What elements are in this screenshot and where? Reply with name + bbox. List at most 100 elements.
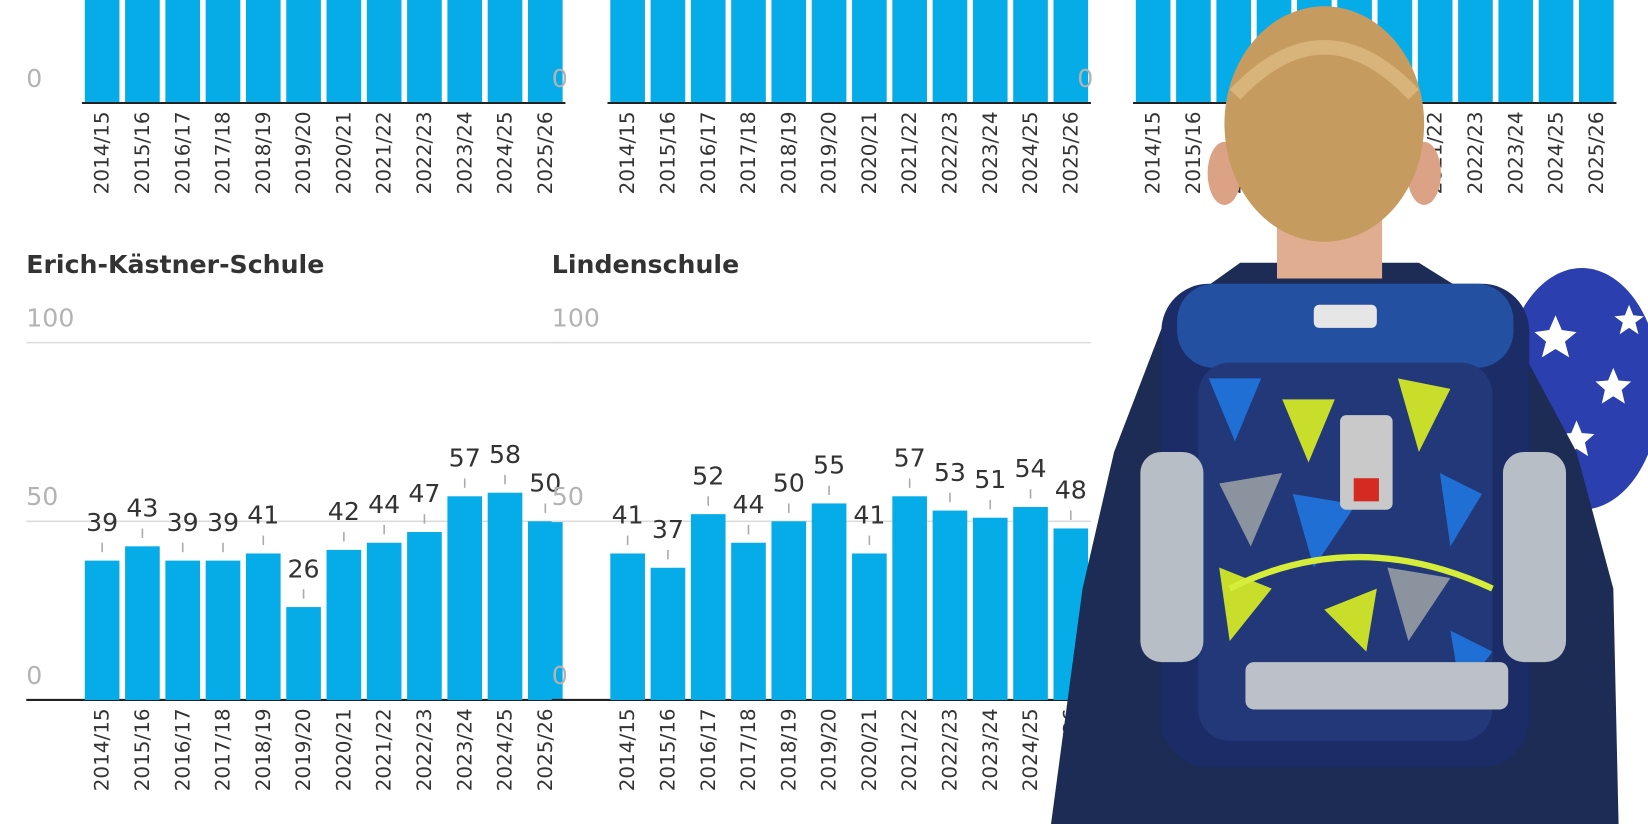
bar	[1013, 507, 1048, 700]
value-label: 43	[126, 494, 158, 523]
y-tick-label: 0	[552, 661, 568, 690]
bar-cropped	[407, 0, 442, 102]
bar	[690, 514, 726, 700]
value-label: 57	[894, 444, 926, 473]
bar-cropped	[84, 0, 120, 102]
bar-cropped	[1417, 0, 1453, 102]
x-tick-label: 2015/16	[1181, 111, 1205, 194]
value-label: 50	[773, 469, 805, 498]
x-tick-label: 2024/25	[493, 111, 517, 194]
bar	[286, 607, 321, 700]
x-tick-label: 2016/17	[170, 708, 194, 791]
x-tick-label: 2017/18	[211, 111, 235, 194]
x-tick-label: 2020/21	[331, 111, 355, 194]
bar	[326, 549, 362, 700]
value-label: 57	[449, 444, 481, 473]
x-tick-label: 2025/26	[533, 111, 557, 194]
x-tick-label: 2019/20	[817, 111, 841, 194]
y-tick-label: 0	[26, 661, 42, 690]
bar-cropped	[1538, 0, 1574, 102]
bar	[731, 542, 766, 700]
x-tick-label: 2023/24	[452, 111, 476, 194]
bar-cropped	[205, 0, 241, 102]
y-tick-label: 100	[552, 304, 600, 333]
value-label: 58	[489, 440, 521, 469]
bar	[932, 510, 968, 700]
value-label: 44	[368, 490, 400, 519]
bar-cropped	[326, 0, 362, 102]
bar	[447, 496, 483, 700]
bar-cropped	[932, 0, 968, 102]
bar	[650, 567, 686, 700]
x-tick-label: 2023/24	[978, 708, 1002, 791]
x-tick-label: 2014/15	[615, 708, 639, 791]
x-tick-label: 2014/15	[1141, 111, 1165, 194]
value-label: 55	[813, 451, 845, 480]
bar-cropped	[1458, 0, 1493, 102]
x-tick-label: 2024/25	[1018, 708, 1042, 791]
photo-boy-with-backpack	[1051, 6, 1648, 824]
value-label: 47	[408, 479, 440, 508]
x-tick-label: 2024/25	[493, 708, 517, 791]
bar	[892, 496, 927, 700]
x-tick-label: 2020/21	[331, 708, 355, 791]
bar	[84, 560, 120, 700]
bar-cropped	[286, 0, 321, 102]
charts: 0 2014/15 2015/16 2016/17 2017/18 2018/19 2019…	[26, 0, 1617, 791]
bar-cropped	[892, 0, 927, 102]
bar-cropped	[811, 0, 847, 102]
value-label: 54	[1014, 454, 1046, 483]
bar-cropped	[487, 0, 523, 102]
x-tick-label: 2021/22	[897, 111, 921, 194]
bar-cropped	[972, 0, 1008, 102]
value-label: 44	[732, 490, 764, 519]
x-tick-label: 2015/16	[130, 111, 154, 194]
y-tick-label: 0	[26, 64, 42, 93]
bar-cropped	[1013, 0, 1048, 102]
y-tick-label: 0	[1077, 64, 1093, 93]
x-tick-label: 2017/18	[736, 111, 760, 194]
bar-cropped	[650, 0, 686, 102]
bar-cropped	[165, 0, 201, 102]
value-label: 39	[167, 508, 199, 537]
x-tick-label: 2020/21	[857, 111, 881, 194]
bar-cropped	[1176, 0, 1211, 102]
bar-cropped	[1135, 0, 1171, 102]
x-tick-label: 2014/15	[90, 111, 114, 194]
chart-title: Lindenschule	[552, 250, 739, 279]
x-tick-label: 2018/19	[251, 708, 275, 791]
x-tick-label: 2015/16	[655, 708, 679, 791]
value-label: 26	[288, 554, 320, 583]
bar	[771, 521, 807, 700]
bar	[527, 521, 563, 700]
x-tick-label: 2016/17	[696, 708, 720, 791]
value-label: 42	[328, 497, 360, 526]
x-tick-label: 2014/15	[90, 708, 114, 791]
x-tick-label: 2018/19	[251, 111, 275, 194]
value-label: 48	[1055, 476, 1087, 505]
value-label: 41	[853, 501, 885, 530]
bar	[407, 532, 442, 700]
bar-cropped	[125, 0, 160, 102]
x-tick-label: 2022/23	[937, 111, 961, 194]
x-tick-label: 2017/18	[736, 708, 760, 791]
bar-cropped	[447, 0, 483, 102]
x-tick-label: 2023/24	[1503, 111, 1527, 194]
bar-cropped	[1579, 0, 1614, 102]
x-tick-label: 2018/19	[776, 708, 800, 791]
bar	[205, 560, 241, 700]
value-label: 53	[934, 458, 966, 487]
bar	[811, 503, 847, 700]
value-label: 41	[247, 501, 279, 530]
x-tick-label: 2025/26	[1058, 111, 1082, 194]
bar-cropped	[610, 0, 645, 102]
bar-cropped	[366, 0, 402, 102]
x-tick-label: 2014/15	[615, 111, 639, 194]
value-label: 50	[529, 469, 561, 498]
y-tick-label: 50	[26, 482, 58, 511]
bar-cropped	[771, 0, 807, 102]
bar-cropped	[1498, 0, 1534, 102]
bar-cropped	[245, 0, 281, 102]
bar	[487, 492, 523, 700]
x-tick-label: 2023/24	[978, 111, 1002, 194]
